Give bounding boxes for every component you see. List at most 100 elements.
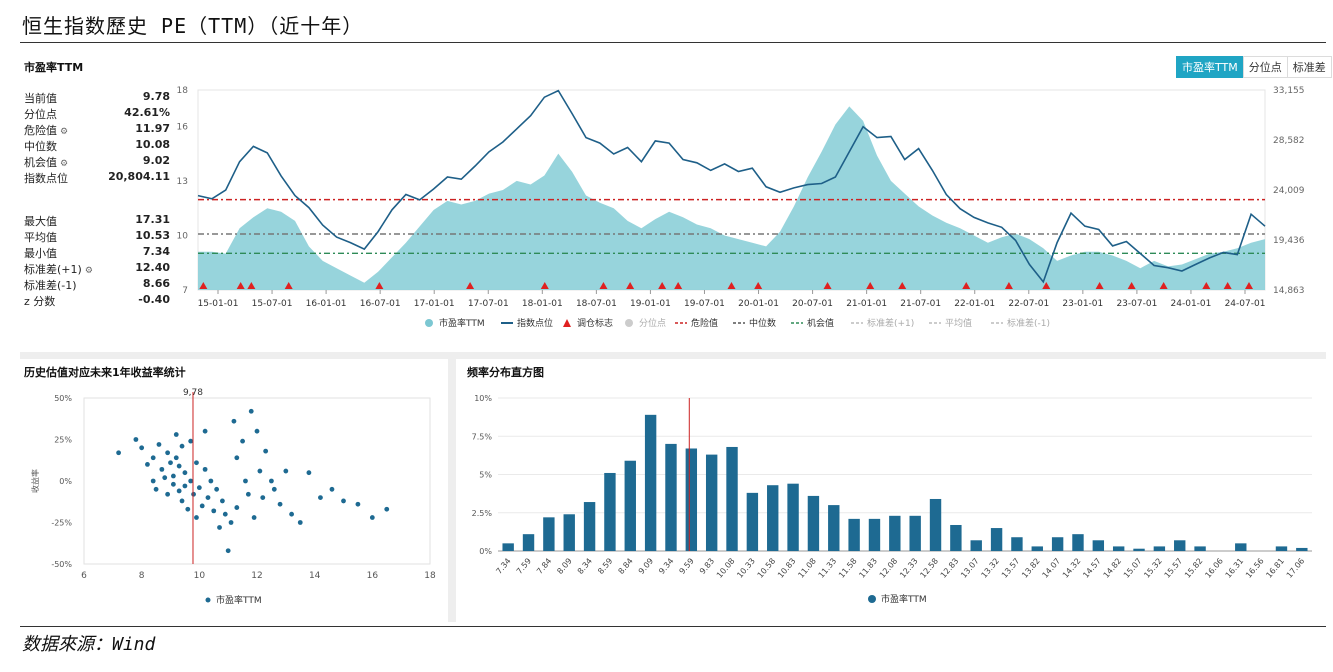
histogram-bar bbox=[1235, 543, 1247, 551]
scatter-point bbox=[182, 483, 188, 489]
scatter-point bbox=[329, 486, 335, 492]
x-tick-label: 7.84 bbox=[535, 557, 553, 576]
x-tick-label: 13.82 bbox=[1020, 557, 1042, 580]
scatter-point bbox=[231, 418, 237, 424]
y-tick-label: 5% bbox=[479, 471, 492, 480]
x-tick-label: 11.08 bbox=[796, 557, 818, 580]
y-left-tick: 13 bbox=[177, 177, 188, 187]
metric-tabs: 市盈率TTM 分位点 标准差 bbox=[1176, 56, 1332, 78]
rebalance-marker bbox=[247, 282, 256, 289]
scatter-point bbox=[153, 486, 159, 492]
rebalance-marker bbox=[1004, 282, 1013, 289]
histogram-bar bbox=[828, 505, 840, 551]
x-tick-label: 7.59 bbox=[515, 557, 533, 576]
scatter-point bbox=[248, 408, 254, 414]
tab-std-dev[interactable]: 标准差 bbox=[1286, 56, 1332, 78]
y-tick-label: 50% bbox=[54, 394, 72, 403]
scatter-point bbox=[306, 470, 312, 476]
histogram-bar bbox=[848, 518, 860, 551]
rebalance-marker bbox=[1159, 282, 1168, 289]
histogram-bar bbox=[1072, 534, 1084, 551]
rebalance-marker bbox=[866, 282, 875, 289]
legend-label: 危险值 bbox=[691, 317, 718, 329]
histogram-bar bbox=[726, 446, 738, 551]
x-tick-label: 21-07-01 bbox=[900, 299, 941, 309]
x-tick-label: 23-01-01 bbox=[1062, 299, 1103, 309]
x-tick-label: 12.83 bbox=[939, 557, 961, 580]
stats-summary: 当前值 9.78 分位点 42.61% 危险值 ⚙ 11.97 中位数 10.08 机会值… bbox=[24, 90, 170, 186]
histogram-bar bbox=[624, 460, 636, 551]
histogram-bar bbox=[685, 448, 698, 551]
stat-value: 9.02 bbox=[142, 154, 170, 167]
histogram-bar bbox=[767, 485, 779, 551]
stat-value: 8.66 bbox=[142, 277, 170, 290]
stat-label: 指数点位 bbox=[24, 172, 68, 185]
y-tick-label: 0% bbox=[59, 477, 72, 486]
scatter-point bbox=[217, 525, 222, 530]
x-tick-label: 13.32 bbox=[979, 557, 1001, 580]
x-tick-label: 10.08 bbox=[715, 557, 737, 580]
histogram-bar bbox=[990, 528, 1003, 551]
settings-icon[interactable]: ⚙ bbox=[60, 127, 69, 137]
tab-percentile[interactable]: 分位点 bbox=[1242, 56, 1288, 78]
scatter-point bbox=[254, 428, 260, 434]
data-source: 数据來源：Wind bbox=[22, 634, 156, 655]
x-tick-label: 8.09 bbox=[555, 557, 573, 576]
stat-label: 分位点 bbox=[24, 108, 57, 121]
rebalance-marker bbox=[727, 282, 736, 289]
scatter-point bbox=[188, 438, 194, 444]
scatter-point bbox=[170, 473, 176, 479]
scatter-point bbox=[199, 503, 205, 509]
y-axis-label: 收益率 bbox=[30, 469, 40, 493]
x-tick-label: 20-07-01 bbox=[792, 299, 833, 309]
scatter-point bbox=[269, 478, 274, 484]
legend-swatch bbox=[563, 319, 571, 327]
stat-max: 最大值 17.31 bbox=[24, 213, 170, 229]
current-value-label: 9,78 bbox=[183, 388, 203, 398]
scatter-point bbox=[277, 501, 283, 507]
rebalance-marker bbox=[1095, 282, 1104, 289]
y-right-tick: 19,436 bbox=[1273, 236, 1305, 246]
scatter-point bbox=[243, 478, 248, 484]
histogram-bar bbox=[1092, 540, 1105, 551]
rebalance-marker bbox=[540, 282, 549, 289]
stat-mean: 平均值 10.53 bbox=[24, 229, 170, 245]
column-divider bbox=[448, 352, 456, 622]
stat-value: 42.61% bbox=[124, 106, 170, 119]
tab-pe-ttm[interactable]: 市盈率TTM bbox=[1176, 56, 1244, 78]
return-scatter-chart: 50% 25% 0% -25% -50% 6 8 10 12 14 16 18 收益率 9,78 市盈率TT… bbox=[30, 388, 436, 606]
scatter-point bbox=[150, 478, 156, 484]
x-tick-label: 16.81 bbox=[1264, 557, 1286, 580]
rebalance-marker bbox=[962, 282, 971, 289]
rebalance-marker bbox=[823, 282, 832, 289]
histogram-bar bbox=[705, 454, 718, 551]
histogram-bar bbox=[644, 414, 657, 551]
histogram-bar bbox=[929, 498, 942, 551]
rebalance-marker bbox=[754, 282, 763, 289]
x-tick-label: 15.07 bbox=[1122, 557, 1144, 580]
legend-label: 标准差(+1) bbox=[867, 317, 914, 329]
x-tick-label: 24-07-01 bbox=[1225, 299, 1266, 309]
x-tick-label: 8 bbox=[139, 571, 145, 581]
scatter-point bbox=[202, 428, 208, 434]
x-tick-label: 14 bbox=[309, 571, 321, 581]
rebalance-marker bbox=[1202, 282, 1211, 289]
histogram-bar bbox=[604, 472, 616, 551]
frequency-histogram: 0% 2.5% 5% 7.5% 10% 7.34 7.59 7.84 8.09 8.34 8.59 8… bbox=[472, 394, 1312, 605]
legend-label: 中位数 bbox=[749, 317, 776, 329]
x-tick-label: 12.08 bbox=[878, 557, 900, 580]
settings-icon[interactable]: ⚙ bbox=[60, 159, 69, 169]
histogram-panel-title: 频率分布直方图 bbox=[467, 366, 544, 379]
scatter-point bbox=[182, 470, 188, 476]
stat-value: -0.40 bbox=[138, 293, 170, 306]
x-tick-label: 8.59 bbox=[596, 557, 614, 576]
settings-icon[interactable]: ⚙ bbox=[84, 266, 93, 276]
stat-label: 最小值 bbox=[24, 247, 57, 260]
stat-value: 7.34 bbox=[142, 245, 170, 258]
x-tick-label: 10.33 bbox=[735, 557, 757, 580]
y-tick-label: 25% bbox=[54, 436, 72, 445]
stat-label: 机会值 bbox=[24, 156, 57, 169]
x-tick-label: 20-01-01 bbox=[738, 299, 779, 309]
y-right-tick: 24,009 bbox=[1273, 186, 1305, 196]
rebalance-marker bbox=[599, 282, 608, 289]
